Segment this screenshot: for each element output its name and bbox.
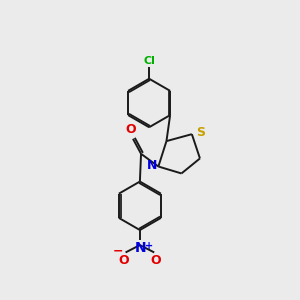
Text: O: O: [126, 124, 136, 136]
Text: Cl: Cl: [143, 56, 155, 66]
Text: O: O: [151, 254, 161, 267]
Text: O: O: [118, 254, 129, 267]
Text: N: N: [147, 159, 157, 172]
Text: −: −: [113, 244, 123, 257]
Text: S: S: [196, 126, 205, 139]
Text: N: N: [134, 242, 146, 255]
Text: +: +: [145, 242, 153, 251]
